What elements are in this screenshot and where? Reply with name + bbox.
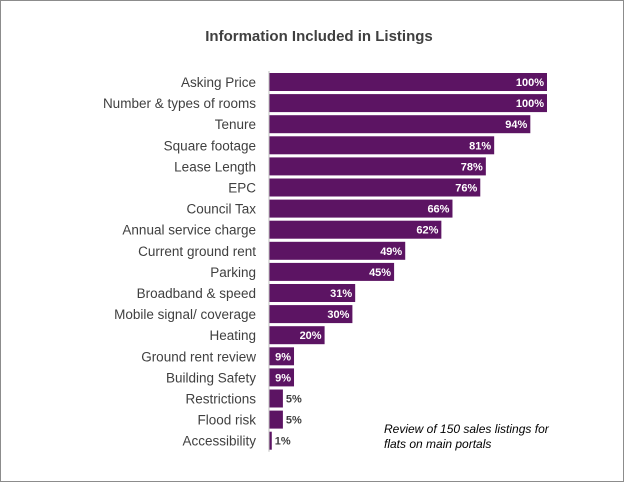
value-label: 9%: [275, 372, 291, 384]
category-label: Restrictions: [185, 392, 256, 407]
bar-4: [269, 157, 486, 176]
bar-3: [269, 136, 495, 155]
bar-12: [269, 326, 325, 345]
value-label: 62%: [416, 225, 438, 237]
bars-layer: Asking Price 100% Number & types of rooms 1…: [103, 73, 547, 450]
category-label: EPC: [228, 181, 256, 196]
value-label: 100%: [516, 77, 544, 89]
bar-10: [269, 284, 356, 302]
category-label: Asking Price: [181, 75, 256, 90]
bar-0: [269, 73, 547, 91]
category-label: Current ground rent: [138, 244, 256, 259]
value-label: 1%: [275, 436, 291, 448]
bar-5: [269, 178, 481, 197]
category-label: Annual service charge: [122, 223, 256, 238]
bar-6: [269, 199, 453, 218]
value-label: 66%: [427, 204, 449, 216]
chart-title: Information Included in Listings: [205, 28, 433, 45]
bar-16: [269, 410, 283, 429]
value-label: 78%: [461, 161, 483, 173]
value-label: 94%: [505, 119, 527, 131]
value-label: 5%: [286, 394, 302, 406]
bar-17: [269, 431, 272, 450]
bar-8: [269, 241, 406, 260]
value-label: 81%: [469, 140, 491, 152]
value-label: 76%: [455, 183, 477, 195]
category-label: Tenure: [215, 117, 256, 132]
category-label: Ground rent review: [141, 349, 256, 364]
value-label: 45%: [369, 267, 391, 279]
value-label: 9%: [275, 351, 291, 363]
category-label: Square footage: [164, 138, 256, 153]
category-label: Heating: [209, 328, 256, 343]
bar-2: [269, 115, 531, 134]
annotation-line-1: Review of 150 sales listings for: [384, 422, 550, 436]
category-label: Number & types of rooms: [103, 96, 256, 111]
category-label: Parking: [210, 265, 256, 280]
value-label: 31%: [330, 288, 352, 300]
bar-9: [269, 262, 395, 281]
bar-11: [269, 305, 353, 324]
value-label: 20%: [300, 330, 322, 342]
bar-14: [269, 368, 295, 387]
category-label: Council Tax: [186, 202, 256, 217]
bar-1: [269, 94, 547, 113]
category-label: Accessibility: [182, 434, 256, 449]
value-label: 30%: [327, 309, 349, 321]
bar-15: [269, 389, 283, 408]
value-label: 5%: [286, 415, 302, 427]
bar-13: [269, 347, 295, 366]
value-label: 49%: [380, 246, 402, 258]
category-label: Flood risk: [197, 413, 256, 428]
value-label: 100%: [516, 98, 544, 110]
bar-7: [269, 220, 442, 239]
category-label: Lease Length: [174, 159, 256, 174]
category-label: Building Safety: [166, 370, 256, 385]
category-label: Broadband & speed: [137, 286, 256, 301]
annotation-line-2: flats on main portals: [384, 437, 491, 451]
category-label: Mobile signal/ coverage: [114, 307, 256, 322]
